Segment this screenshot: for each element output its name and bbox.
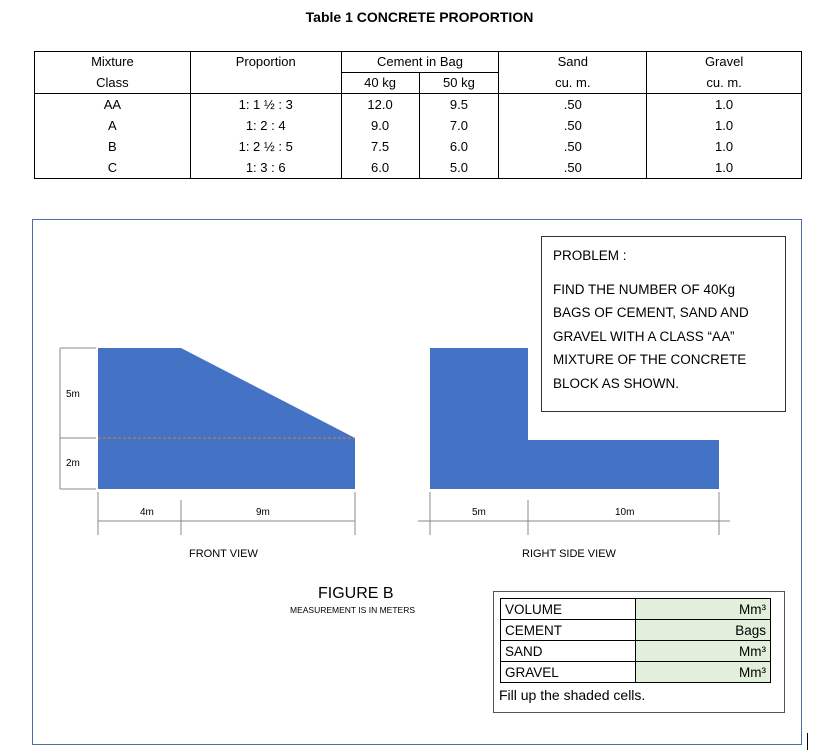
header-mixture: Mixture: [34, 51, 191, 73]
cell-40kg: 6.0: [340, 157, 420, 179]
answer-cell-sand[interactable]: Mm³: [635, 640, 771, 662]
cell-40kg: 9.0: [340, 115, 420, 136]
figure-subtitle: MEASUREMENT IS IN METERS: [290, 605, 415, 615]
fill-note: Fill up the shaded cells.: [499, 687, 646, 703]
dim-4m: 4m: [140, 507, 154, 518]
cell-sand: .50: [498, 157, 648, 179]
header-class: Class: [34, 72, 191, 94]
problem-line: MIXTURE OF THE CONCRETE: [553, 352, 747, 367]
side-view-shape: [430, 348, 719, 489]
front-view-shape: [98, 348, 355, 489]
cell-40kg: 12.0: [340, 93, 420, 115]
table-row: VOLUME Mm³: [500, 598, 771, 620]
table-row: C 1: 3 : 6 6.0 5.0 .50 1.0: [34, 157, 802, 179]
answer-cell-gravel[interactable]: Mm³: [635, 661, 771, 683]
problem-title: PROBLEM :: [553, 248, 627, 263]
table-row: CEMENT Bags: [500, 619, 771, 641]
table-row: GRAVEL Mm³: [500, 661, 771, 683]
figure-frame: [32, 219, 802, 745]
cell-gravel: 1.0: [646, 115, 802, 136]
figure-title: FIGURE B: [318, 585, 394, 602]
answer-cell-volume[interactable]: Mm³: [635, 598, 771, 620]
concrete-proportion-table: Mixture Proportion Cement in Bag Sand Gr…: [34, 51, 802, 179]
cell-proportion: 1: 3 : 6: [189, 157, 342, 179]
header-proportion-blank: [189, 72, 342, 94]
cell-gravel: 1.0: [646, 136, 802, 157]
problem-box: PROBLEM : FIND THE NUMBER OF 40Kg BAGS O…: [541, 236, 786, 412]
header-sand-unit: cu. m.: [498, 72, 648, 94]
front-horizontal-dimensions: [97, 492, 356, 535]
front-view-label: FRONT VIEW: [189, 548, 258, 560]
cell-sand: .50: [498, 93, 648, 115]
answer-label: GRAVEL: [500, 661, 636, 683]
dim-10m: 10m: [615, 507, 635, 518]
cell-proportion: 1: 2 : 4: [189, 115, 342, 136]
problem-line: FIND THE NUMBER OF 40Kg: [553, 281, 736, 297]
header-sand: Sand: [498, 51, 648, 73]
answer-label: CEMENT: [500, 619, 636, 641]
dim-2m: 2m: [66, 458, 80, 469]
header-40kg: 40 kg: [340, 72, 420, 94]
side-horizontal-dimensions: [418, 492, 730, 535]
table-row: SAND Mm³: [500, 640, 771, 662]
cell-gravel: 1.0: [646, 157, 802, 179]
answer-table: VOLUME Mm³ CEMENT Bags SAND Mm³ GRAVEL M…: [500, 598, 771, 683]
problem-line: BLOCK AS SHOWN.: [553, 375, 680, 391]
problem-line: BAGS OF CEMENT, SAND AND: [553, 305, 749, 320]
cell-50kg: 5.0: [418, 157, 500, 179]
answer-cell-cement[interactable]: Bags: [635, 619, 771, 641]
table-row: B 1: 2 ½ : 5 7.5 6.0 .50 1.0: [34, 136, 802, 157]
cell-proportion: 1: 2 ½ : 5: [189, 136, 342, 157]
text-cursor: [807, 733, 808, 750]
table-row: A 1: 2 : 4 9.0 7.0 .50 1.0: [34, 115, 802, 136]
table-row: AA 1: 1 ½ : 3 12.0 9.5 .50 1.0: [34, 93, 802, 115]
cell-50kg: 9.5: [418, 93, 500, 115]
cell-40kg: 7.5: [340, 136, 420, 157]
side-view-label: RIGHT SIDE VIEW: [522, 548, 616, 560]
answer-box: VOLUME Mm³ CEMENT Bags SAND Mm³ GRAVEL M…: [493, 591, 785, 713]
dim-5m: 5m: [66, 389, 80, 400]
header-50kg: 50 kg: [418, 72, 500, 94]
vertical-dimensions: [59, 347, 96, 490]
header-gravel: Gravel: [646, 51, 802, 73]
dim-5m-side: 5m: [472, 507, 486, 518]
answer-label: SAND: [500, 640, 636, 662]
cell-proportion: 1: 1 ½ : 3: [189, 93, 342, 115]
problem-line: GRAVEL WITH A CLASS “AA”: [553, 328, 735, 344]
table-title: Table 1 CONCRETE PROPORTION: [305, 9, 534, 25]
header-gravel-unit: cu. m.: [646, 72, 802, 94]
cell-class: AA: [34, 93, 191, 115]
header-proportion: Proportion: [189, 51, 342, 73]
dim-9m: 9m: [256, 507, 270, 518]
answer-label: VOLUME: [500, 598, 636, 620]
cell-gravel: 1.0: [646, 93, 802, 115]
cell-sand: .50: [498, 115, 648, 136]
cell-50kg: 7.0: [418, 115, 500, 136]
